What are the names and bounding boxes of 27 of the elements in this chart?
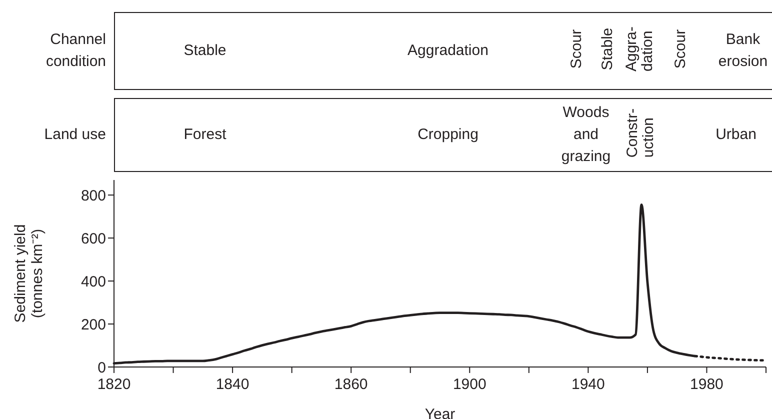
text: Stable [599, 28, 616, 70]
text: Bank erosion [718, 30, 768, 72]
x-tick-label: 1820 [97, 376, 131, 393]
x-tick-label: 1860 [334, 376, 368, 393]
text: Aggra- dation [623, 26, 656, 72]
y-tick-label: 600 [80, 230, 106, 248]
x-tick-label: 1900 [452, 376, 486, 393]
text: Urban [716, 125, 756, 145]
text: Scour [568, 29, 585, 69]
text: Forest [184, 125, 226, 145]
text: Channel condition [46, 30, 106, 72]
x-axis-title: Year [424, 406, 456, 419]
y-axis-title: Sediment yield (tonnes km⁻²) [12, 224, 46, 323]
y-tick-label: 400 [80, 273, 106, 290]
x-tick-label: 1980 [690, 376, 724, 393]
text: Aggradation [408, 41, 488, 61]
x-tick-label: 1940 [571, 376, 605, 393]
text: Woods and grazing [561, 103, 611, 167]
text: Land use [44, 125, 106, 145]
text: Scour [672, 29, 689, 69]
text: Stable [184, 41, 226, 61]
text: Cropping [418, 125, 478, 145]
y-tick-label: 0 [98, 359, 106, 376]
y-tick-label: 200 [80, 316, 106, 334]
text: Constr- uction [624, 108, 657, 158]
y-tick-label: 800 [80, 187, 106, 204]
x-tick-label: 1840 [216, 376, 250, 393]
